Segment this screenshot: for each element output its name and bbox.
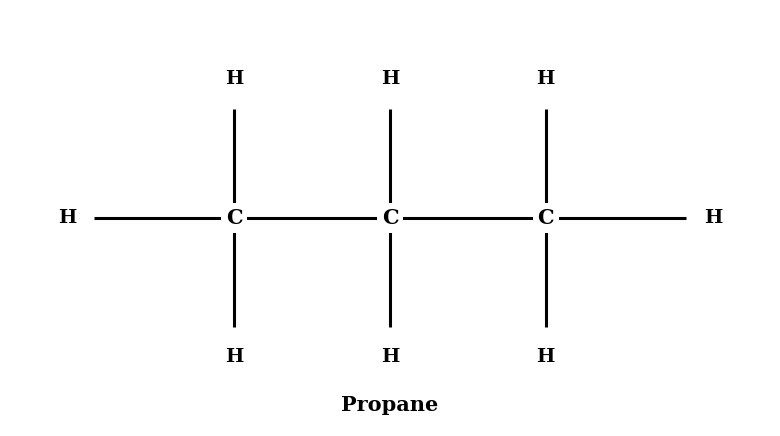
Text: H: H	[704, 209, 722, 227]
Text: H: H	[225, 347, 243, 365]
Text: H: H	[381, 347, 399, 365]
Text: H: H	[381, 71, 399, 89]
Text: H: H	[58, 209, 76, 227]
Text: Propane: Propane	[342, 395, 438, 415]
Text: H: H	[537, 71, 555, 89]
Text: H: H	[225, 71, 243, 89]
Text: C: C	[537, 208, 554, 228]
Text: C: C	[226, 208, 243, 228]
Text: H: H	[537, 347, 555, 365]
Text: C: C	[381, 208, 399, 228]
